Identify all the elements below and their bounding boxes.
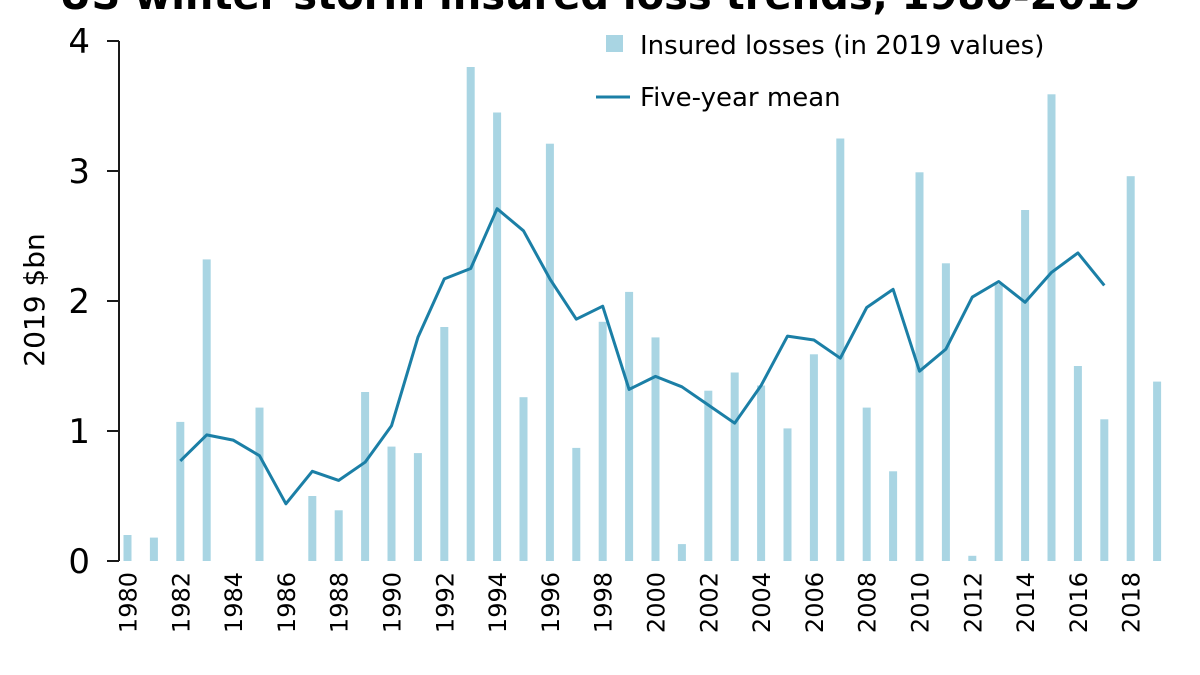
x-tick-label-1996: 1996 [537,572,565,633]
chart-title: US winter storm insured loss trends, 198… [59,0,1141,19]
x-tick-label-2010: 2010 [907,572,935,633]
bar-2012 [968,555,977,561]
bar-1981 [149,537,158,561]
x-tick-label-2006: 2006 [801,572,829,633]
bar-2014 [1021,210,1030,561]
bar-1992 [440,327,449,561]
x-tick-label-1988: 1988 [326,572,354,633]
legend-line-label: Five-year mean [640,83,841,113]
bar-2018 [1126,176,1135,561]
bar-2013 [994,284,1003,561]
bar-2009 [889,471,898,561]
x-tick-label-2018: 2018 [1118,572,1146,633]
bar-1983 [202,259,211,561]
bar-2019 [1153,381,1162,561]
bar-1997 [572,447,581,561]
x-tick-label-2000: 2000 [643,572,671,633]
bar-2015 [1047,94,1056,562]
bar-2008 [862,407,871,561]
bar-1991 [413,453,422,561]
x-tick-label-2012: 2012 [959,572,987,633]
bar-2017 [1100,419,1109,561]
bar-1985 [255,407,264,561]
y-tick-label-3: 3 [68,152,90,192]
x-tick-label-1990: 1990 [379,572,407,633]
x-tick-label-1986: 1986 [273,572,301,633]
x-tick-label-1980: 1980 [115,572,143,633]
bar-2003 [730,372,739,561]
bar-2011 [941,263,950,561]
y-tick-label-1: 1 [68,412,90,452]
bar-1996 [545,143,554,561]
y-tick-label-4: 4 [68,22,90,62]
bar-1998 [598,321,607,561]
x-tick-label-1998: 1998 [590,572,618,633]
y-tick-label-0: 0 [68,542,90,582]
x-tick-label-1982: 1982 [167,572,195,633]
x-tick-label-2004: 2004 [748,572,776,633]
bar-2002 [704,390,713,561]
legend-bar-label: Insured losses (in 2019 values) [640,31,1044,61]
x-tick-label-2002: 2002 [695,572,723,633]
bar-1987 [308,496,317,561]
bar-2006 [809,354,818,561]
bar-1993 [466,67,475,561]
x-tick-label-1992: 1992 [431,572,459,633]
bar-1995 [519,397,528,561]
bar-1990 [387,446,396,561]
bar-1982 [176,421,185,561]
five-year-mean-line [179,207,1106,506]
bar-2000 [651,337,660,561]
bar-2016 [1073,366,1082,561]
bars-group [123,67,1162,562]
bar-2007 [836,138,845,561]
bar-2005 [783,428,792,561]
x-tick-label-1984: 1984 [220,572,248,633]
x-tick-label-2014: 2014 [1012,572,1040,633]
x-ticks-group: 1980 1982 1984 1986 1988 1990 1992 1994 1996 1998… [115,572,1146,633]
x-tick-label-1994: 1994 [484,572,512,633]
y-ticks-group: 0 1 2 3 4 [68,22,119,582]
bar-2001 [677,544,686,561]
x-tick-label-2016: 2016 [1065,572,1093,633]
bar-1994 [493,112,502,561]
y-axis-label: 2019 $bn [18,233,51,367]
bar-1988 [334,510,343,561]
y-tick-label-2: 2 [68,282,90,322]
legend-bar-swatch [606,35,623,52]
legend: Insured losses (in 2019 values) Five-yea… [596,31,1044,113]
bar-1989 [361,392,370,561]
x-tick-label-2008: 2008 [854,572,882,633]
bar-1980 [123,535,132,561]
bar-1999 [625,291,634,561]
bar-2004 [757,385,766,561]
